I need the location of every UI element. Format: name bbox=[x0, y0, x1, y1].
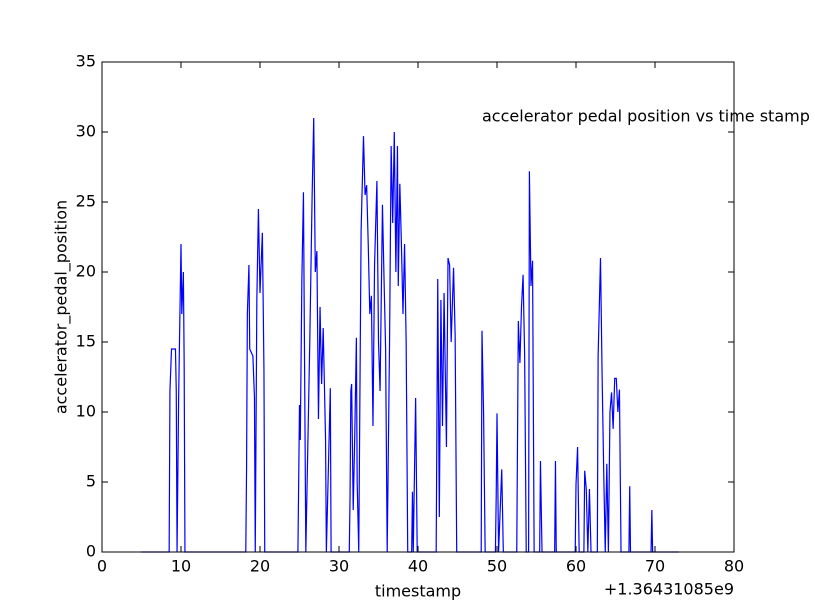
x-tick-label: 0 bbox=[97, 557, 107, 576]
y-tick-label: 35 bbox=[76, 52, 96, 71]
x-axis-label: timestamp bbox=[375, 582, 461, 601]
y-tick-label: 30 bbox=[76, 122, 96, 141]
x-tick-label: 70 bbox=[645, 557, 665, 576]
y-tick-label: 20 bbox=[76, 262, 96, 281]
x-tick-label: 30 bbox=[329, 557, 349, 576]
y-tick-label: 5 bbox=[86, 472, 96, 491]
x-tick-label: 60 bbox=[566, 557, 586, 576]
y-tick-label: 10 bbox=[76, 402, 96, 421]
y-tick-label: 25 bbox=[76, 192, 96, 211]
y-tick-label: 15 bbox=[76, 332, 96, 351]
y-tick-label: 0 bbox=[86, 542, 96, 561]
x-tick-label: 80 bbox=[724, 557, 744, 576]
x-tick-label: 50 bbox=[487, 557, 507, 576]
y-axis-label: accelerator_pedal_position bbox=[52, 200, 72, 414]
data-line bbox=[141, 117, 679, 553]
chart-title: accelerator pedal position vs time stamp bbox=[482, 107, 810, 126]
x-tick-label: 10 bbox=[171, 557, 191, 576]
x-tick-label: 20 bbox=[250, 557, 270, 576]
x-offset-label: +1.36431085e9 bbox=[604, 580, 734, 599]
x-tick-label: 40 bbox=[408, 557, 428, 576]
